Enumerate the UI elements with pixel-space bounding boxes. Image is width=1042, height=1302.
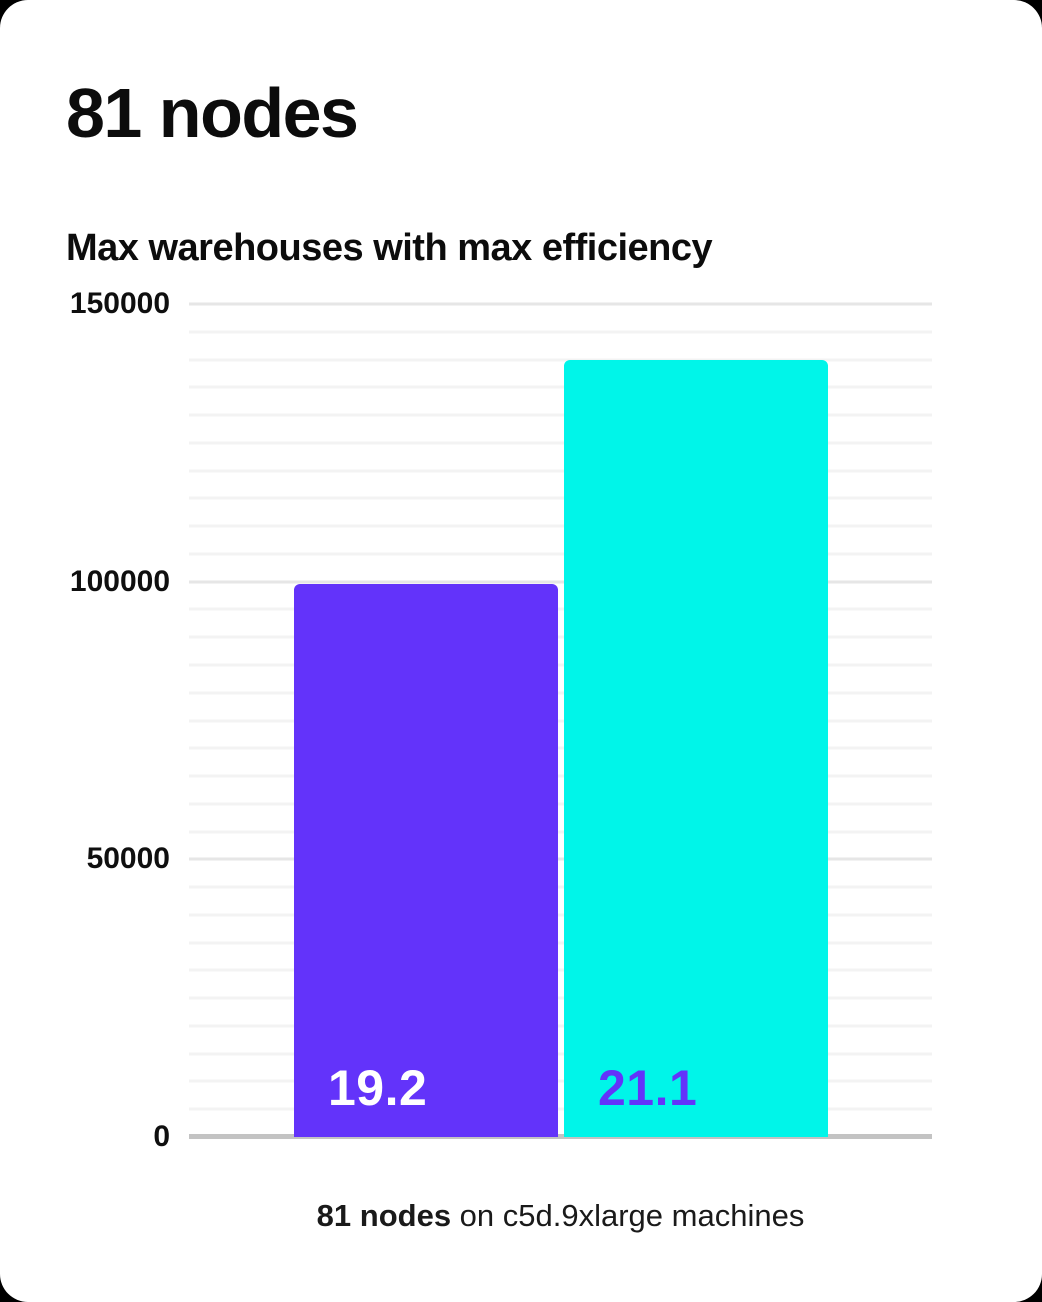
- minor-gridline: [189, 496, 932, 500]
- bar-21.1: 21.1: [564, 359, 828, 1137]
- major-gridline: [189, 302, 932, 306]
- plot-area: 19.2 21.1: [189, 302, 932, 1139]
- minor-gridline: [189, 1052, 932, 1056]
- minor-gridline: [189, 330, 932, 334]
- minor-gridline: [189, 358, 932, 362]
- minor-gridline: [189, 885, 932, 889]
- minor-gridline: [189, 607, 932, 611]
- bar-value-label: 21.1: [598, 1060, 698, 1116]
- minor-gridline: [189, 469, 932, 473]
- minor-gridline: [189, 441, 932, 445]
- y-axis: 0 50000 100000 150000: [0, 289, 170, 1152]
- page-title: 81 nodes: [66, 74, 359, 152]
- chart-caption: 81 nodes on c5d.9xlarge machines: [189, 1196, 932, 1236]
- page-subtitle: Max warehouses with max efficiency: [66, 227, 713, 269]
- y-tick-label: 100000: [69, 564, 170, 598]
- y-tick-label: 0: [153, 1120, 170, 1153]
- minor-gridline: [189, 719, 932, 722]
- y-tick-label: 150000: [69, 287, 170, 320]
- minor-gridline: [189, 691, 932, 695]
- minor-gridline: [189, 802, 932, 806]
- minor-gridline: [189, 552, 932, 556]
- minor-gridline: [189, 941, 932, 945]
- minor-gridline: [189, 774, 932, 778]
- minor-gridline: [189, 1107, 932, 1111]
- minor-gridline: [189, 385, 932, 389]
- minor-gridline: [189, 830, 932, 834]
- y-tick-label: 50000: [86, 842, 170, 876]
- bar-value-label: 19.2: [328, 1060, 428, 1116]
- major-gridline: [189, 580, 932, 584]
- minor-gridline: [189, 996, 932, 1000]
- x-axis-line: [189, 1134, 932, 1139]
- bar-19.2: 19.2: [294, 584, 558, 1137]
- major-gridline: [189, 857, 932, 861]
- minor-gridline: [189, 663, 932, 667]
- minor-gridline: [189, 1024, 932, 1028]
- caption-bold: 81 nodes: [316, 1198, 452, 1233]
- minor-gridline: [189, 913, 932, 917]
- minor-gridline: [189, 968, 932, 972]
- minor-gridline: [189, 746, 932, 750]
- minor-gridline: [189, 524, 932, 528]
- minor-gridline: [189, 413, 932, 417]
- caption-regular: on c5d.9xlarge machines: [451, 1198, 805, 1233]
- minor-gridline: [189, 1079, 932, 1083]
- minor-gridline: [189, 635, 932, 639]
